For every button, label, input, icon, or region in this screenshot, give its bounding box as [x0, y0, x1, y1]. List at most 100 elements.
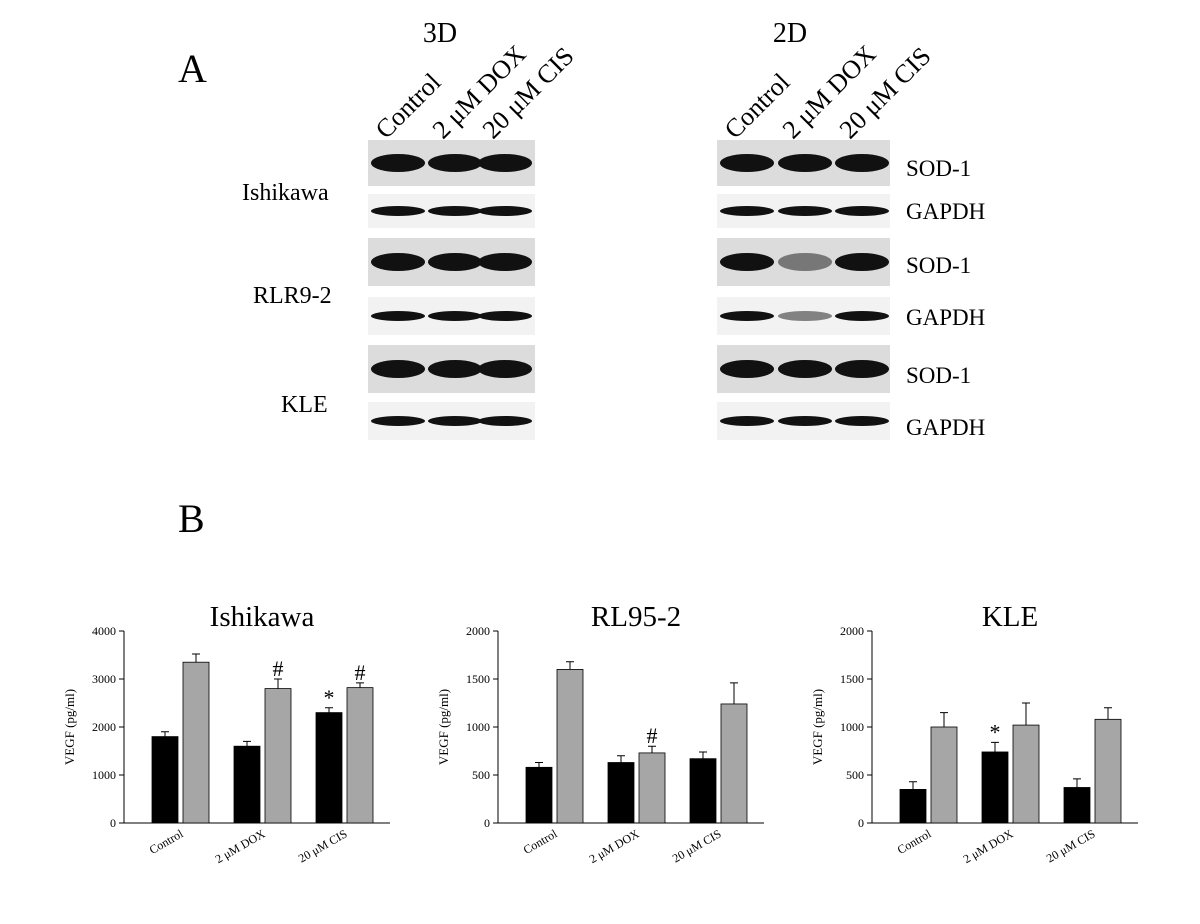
error-bar	[1022, 702, 1030, 726]
bar	[151, 736, 179, 824]
x-tick-label: Control	[895, 826, 934, 857]
error-bar	[909, 781, 917, 790]
x-tick-label: Control	[521, 826, 560, 857]
chart-title: KLE	[982, 601, 1038, 633]
y-tick-label: 2000	[466, 624, 490, 638]
error-bar	[1104, 707, 1112, 720]
blot-band	[371, 416, 425, 426]
blot-band	[835, 154, 889, 172]
bar	[556, 669, 584, 824]
x-tick-label: Control	[147, 826, 186, 857]
cell-line-label: KLE	[281, 392, 328, 418]
y-tick-label: 0	[858, 816, 864, 830]
bar	[981, 751, 1009, 824]
x-tick-label: 20 μM CIS	[296, 826, 350, 865]
cell-line-label: Ishikawa	[242, 180, 329, 206]
blot-band	[478, 253, 532, 271]
error-bar	[274, 678, 282, 689]
blot-band	[478, 360, 532, 378]
group-title: 2D	[773, 18, 807, 49]
protein-label: SOD-1	[906, 253, 971, 278]
y-axis-label: VEGF (pg/ml)	[62, 689, 77, 765]
blot-band	[835, 253, 889, 271]
bar	[346, 687, 374, 824]
blot-band	[720, 360, 774, 378]
significance-marker: #	[355, 660, 366, 685]
significance-marker: #	[273, 656, 284, 681]
error-bar	[730, 682, 738, 704]
blot-band	[478, 416, 532, 426]
y-tick-label: 500	[472, 768, 490, 782]
panel-label: A	[178, 46, 207, 91]
bar	[1063, 787, 1091, 824]
bar	[930, 726, 958, 824]
blot-band	[720, 154, 774, 172]
bar	[899, 789, 927, 824]
y-tick-label: 1000	[840, 720, 864, 734]
bar	[1094, 718, 1122, 824]
bar	[638, 752, 666, 824]
blot-band	[428, 154, 482, 172]
y-tick-label: 4000	[92, 624, 116, 638]
blot-band	[720, 416, 774, 426]
y-tick-label: 1500	[466, 672, 490, 686]
blot-band	[835, 206, 889, 216]
bar	[525, 766, 553, 824]
y-tick-label: 1000	[466, 720, 490, 734]
panel-label: B	[178, 496, 205, 541]
group-title: 3D	[423, 18, 457, 49]
y-tick-label: 0	[110, 816, 116, 830]
blot-band	[428, 253, 482, 271]
y-tick-label: 1000	[92, 768, 116, 782]
blot-band	[371, 311, 425, 321]
bar	[1012, 724, 1040, 824]
error-bar	[991, 741, 999, 752]
error-bar	[1073, 778, 1081, 788]
bar	[720, 703, 748, 824]
x-tick-label: 2 μM DOX	[587, 826, 642, 866]
y-tick-label: 2000	[92, 720, 116, 734]
blot-band	[778, 416, 832, 426]
blot-band	[428, 206, 482, 216]
blot-band	[778, 206, 832, 216]
blot-band	[371, 206, 425, 216]
y-axis-label: VEGF (pg/ml)	[436, 689, 451, 765]
protein-label: SOD-1	[906, 363, 971, 388]
blot-band	[428, 416, 482, 426]
y-tick-label: 500	[846, 768, 864, 782]
protein-label: GAPDH	[906, 199, 985, 224]
x-tick-label: 2 μM DOX	[961, 826, 1016, 866]
y-tick-label: 3000	[92, 672, 116, 686]
blot-band	[720, 311, 774, 321]
error-bar	[566, 661, 574, 670]
bar	[689, 758, 717, 824]
bar	[264, 688, 292, 824]
y-tick-label: 2000	[840, 624, 864, 638]
significance-marker: *	[990, 719, 1001, 744]
y-tick-label: 1500	[840, 672, 864, 686]
error-bar	[192, 653, 200, 663]
error-bar	[356, 682, 364, 688]
error-bar	[325, 707, 333, 713]
error-bar	[535, 762, 543, 768]
protein-label: GAPDH	[906, 415, 985, 440]
blot-band	[778, 311, 832, 321]
error-bar	[699, 751, 707, 759]
blot-band	[371, 253, 425, 271]
x-tick-label: 2 μM DOX	[213, 826, 268, 866]
error-bar	[940, 712, 948, 727]
blot-band	[720, 206, 774, 216]
protein-label: GAPDH	[906, 305, 985, 330]
blot-band	[778, 360, 832, 378]
blot-band	[478, 206, 532, 216]
bar	[182, 661, 210, 824]
blot-band	[835, 311, 889, 321]
blot-band	[428, 360, 482, 378]
significance-marker: *	[324, 685, 335, 710]
cell-line-label: RLR9-2	[253, 283, 332, 309]
bar	[607, 762, 635, 824]
y-tick-label: 0	[484, 816, 490, 830]
chart-title: Ishikawa	[210, 601, 315, 633]
